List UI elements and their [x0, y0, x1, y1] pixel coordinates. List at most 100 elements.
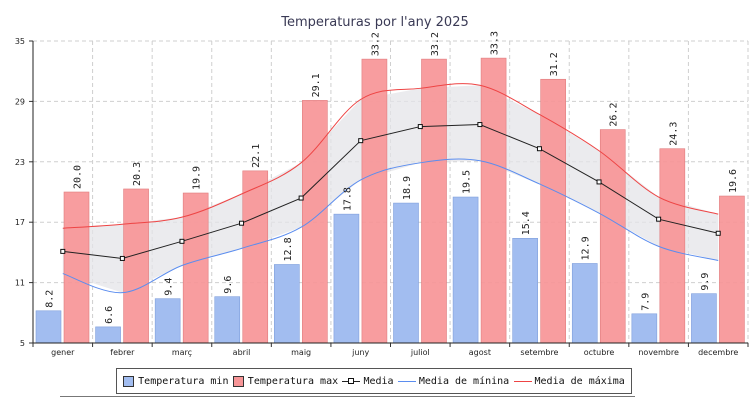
legend-line-media [342, 376, 361, 387]
bar-max-gener [63, 191, 90, 344]
bar-max-juliol [421, 58, 447, 344]
media-point-gener [60, 248, 66, 254]
media-point-juny [358, 138, 364, 144]
media-point-setembre [536, 146, 542, 152]
lines [60, 83, 721, 294]
y-tick-label: 17 [15, 218, 25, 227]
data-label-min: 9.6 [223, 276, 234, 294]
bar-max-febrer [123, 188, 149, 344]
x-tick-label: setembre [520, 348, 558, 357]
data-label-max: 20.0 [73, 165, 84, 189]
bar-max-decembre [719, 195, 745, 344]
bar-min-setembre [512, 238, 538, 344]
data-label-max: 33.2 [370, 32, 381, 56]
bar-min-decembre [691, 293, 717, 344]
legend-label-media-max: Media de máxima [534, 375, 625, 387]
data-label-min: 15.4 [521, 211, 532, 235]
bar-max-juny [361, 58, 388, 344]
legend-item-min: Temperatura min [123, 375, 228, 387]
legend-line-media-max [513, 376, 532, 387]
media-point-novembre [656, 216, 662, 222]
data-label-max: 33.3 [490, 31, 501, 55]
data-label-max: 19.9 [192, 166, 203, 190]
media-point-abril [239, 220, 245, 226]
x-tick-label: agost [469, 348, 491, 357]
bar-min-febrer [95, 326, 121, 344]
data-label-min: 9.9 [700, 273, 711, 291]
bar-min-abril [214, 296, 241, 344]
legend-item-media-min: Media de mínina [397, 375, 510, 387]
bar-min-gener [35, 310, 62, 344]
line-media-min [62, 158, 719, 294]
legend: Temperatura min Temperatura max Media Me… [116, 368, 632, 394]
chart-title: Temperaturas por l'any 2025 [281, 15, 469, 30]
line-media [62, 124, 719, 259]
bar-max-octubre [599, 129, 626, 344]
data-label-min: 12.8 [283, 237, 294, 261]
legend-label-media-min: Media de mínina [418, 375, 510, 387]
bar-min-agost [452, 196, 479, 344]
x-tick-label: març [172, 348, 192, 357]
bar-min-octubre [571, 263, 598, 344]
y-tick-label: 11 [15, 279, 25, 288]
data-label-max: 33.2 [430, 32, 441, 56]
media-point-decembre [715, 230, 721, 236]
bar-min-juny [333, 213, 360, 344]
data-label-max: 19.6 [728, 169, 739, 193]
media-point-octubre [596, 179, 602, 185]
x-tick-label: gener [51, 348, 75, 357]
x-tick-label: decembre [698, 348, 738, 357]
x-tick-label: octubre [584, 348, 615, 357]
bar-min-març [154, 298, 181, 344]
data-label-max: 26.2 [609, 102, 620, 126]
bar-max-abril [242, 170, 269, 344]
legend-label-max: Temperatura max [247, 375, 339, 387]
bar-max-setembre [540, 78, 566, 344]
data-label-min: 19.5 [462, 170, 473, 194]
bar-min-maig [274, 264, 300, 344]
x-tick-label: maig [291, 348, 311, 357]
bar-max-novembre [659, 148, 686, 344]
x-tick-label: juny [351, 348, 369, 357]
legend-line-media-min [397, 376, 416, 387]
data-label-min: 17.8 [342, 187, 353, 211]
data-label-max: 24.3 [668, 122, 679, 146]
data-label-max: 20.3 [132, 162, 143, 186]
x-tick-label: febrer [110, 348, 135, 357]
bar-min-juliol [393, 202, 419, 344]
data-label-min: 18.9 [402, 176, 413, 200]
legend-label-media: Media [363, 375, 394, 387]
y-tick-label: 29 [15, 97, 25, 106]
x-tick-label: abril [233, 348, 251, 357]
data-label-max: 22.1 [251, 144, 262, 168]
bar-min-novembre [631, 313, 658, 344]
y-tick-label: 23 [15, 158, 25, 167]
y-tick-label: 5 [20, 339, 25, 348]
data-label-min: 7.9 [640, 293, 651, 311]
x-tick-label: juliol [410, 348, 430, 357]
legend-item-max: Temperatura max [232, 375, 339, 387]
data-label-min: 6.6 [104, 306, 115, 324]
line-media-max [62, 83, 719, 229]
media-point-agost [477, 122, 483, 128]
bar-max-maig [302, 100, 328, 344]
legend-item-media-max: Media de máxima [513, 375, 625, 387]
axes: 5 11 17 23 29 35 gener febrer març abril maig juny j… [15, 37, 749, 357]
data-label-min: 9.4 [164, 278, 175, 296]
data-label-max: 29.1 [311, 73, 322, 97]
footer-divider [60, 396, 635, 397]
media-point-maig [298, 195, 304, 201]
x-tick-label: novembre [638, 348, 679, 357]
bar-max-agost [480, 57, 507, 344]
media-point-març [179, 238, 185, 244]
data-labels: 8.2 20.0 6.6 20.3 9.4 19.9 9.6 22.1 12.8 29.1 17.8… [45, 31, 739, 324]
y-tick-label: 35 [15, 37, 25, 46]
media-point-febrer [119, 255, 125, 261]
legend-item-media: Media [342, 375, 394, 387]
data-label-min: 8.2 [45, 290, 56, 308]
media-point-juliol [417, 124, 423, 130]
legend-swatch-max [232, 375, 244, 387]
data-label-min: 12.9 [581, 236, 592, 260]
bars [35, 57, 745, 344]
